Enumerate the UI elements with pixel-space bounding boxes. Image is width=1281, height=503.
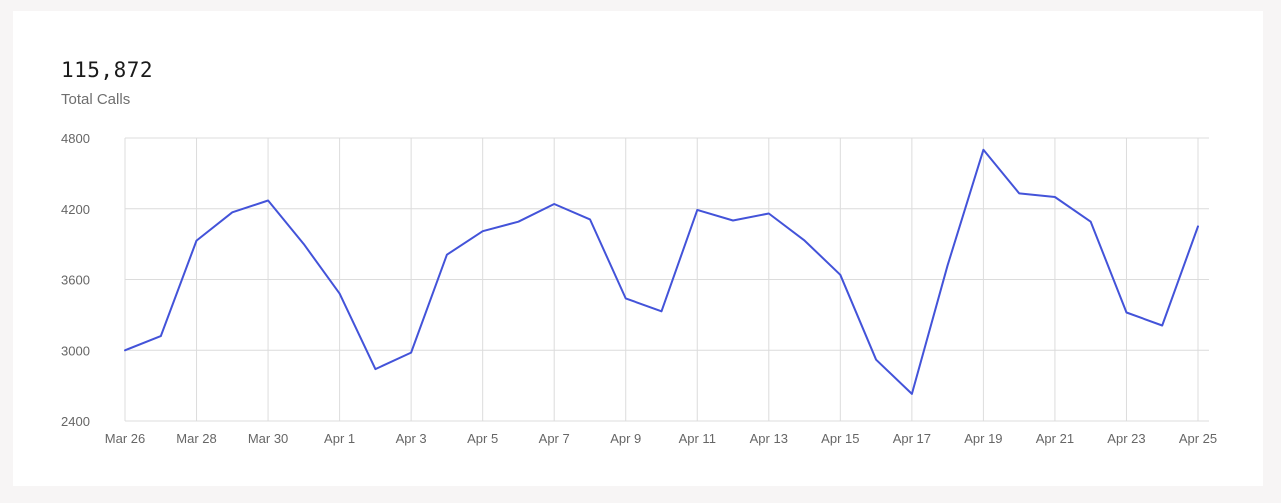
data-point[interactable] [158,334,163,339]
data-point[interactable] [123,348,128,353]
x-tick-label: Apr 23 [1107,431,1145,446]
data-point[interactable] [444,252,449,257]
data-point[interactable] [373,367,378,372]
x-tick-label: Mar 26 [105,431,145,446]
y-tick-label: 3600 [61,273,90,288]
x-tick-label: Apr 15 [821,431,859,446]
x-tick-label: Apr 1 [324,431,355,446]
data-point[interactable] [1088,219,1093,224]
data-point[interactable] [802,238,807,243]
x-tick-label: Apr 19 [964,431,1002,446]
data-point[interactable] [1124,310,1129,315]
metric-value: 115,872 [61,58,154,82]
data-point[interactable] [1017,191,1022,196]
data-point[interactable] [480,229,485,234]
x-tick-label: Apr 17 [893,431,931,446]
chart-card: 115,872 Total Calls 4800 4200 3600 3000 2400… [13,11,1263,486]
data-point[interactable] [266,198,271,203]
x-tick-label: Mar 28 [176,431,216,446]
x-tick-label: Apr 3 [396,431,427,446]
data-point[interactable] [409,350,414,355]
data-point[interactable] [1196,224,1201,229]
x-tick-label: Apr 7 [539,431,570,446]
line-chart: 4800 4200 3600 3000 2400 Mar 26 Mar 28 Mar 30 Ap… [61,131,1217,446]
x-tick-label: Apr 9 [610,431,641,446]
data-point[interactable] [194,238,199,243]
data-point[interactable] [838,272,843,277]
x-tick-label: Apr 5 [467,431,498,446]
x-tick-label: Apr 13 [750,431,788,446]
metric-label: Total Calls [61,91,131,108]
data-point[interactable] [659,309,664,314]
data-point[interactable] [587,217,592,222]
data-point[interactable] [1052,194,1057,199]
data-point[interactable] [623,296,628,301]
data-point[interactable] [552,202,557,207]
x-tick-label: Apr 21 [1036,431,1074,446]
y-tick-label: 3000 [61,343,90,358]
y-tick-label: 4800 [61,131,90,146]
data-point[interactable] [695,207,700,212]
x-tick-label: Mar 30 [248,431,288,446]
data-point[interactable] [874,357,879,362]
y-tick-label: 2400 [61,414,90,429]
series-line [124,148,1199,395]
data-point[interactable] [516,219,521,224]
data-point[interactable] [909,391,914,396]
x-tick-label: Apr 11 [679,431,716,446]
data-point[interactable] [945,263,950,268]
data-point[interactable] [301,242,306,247]
x-tick-label: Apr 25 [1179,431,1217,446]
data-point[interactable] [1160,323,1165,328]
data-point[interactable] [230,210,235,215]
y-tick-label: 4200 [61,202,90,217]
data-point[interactable] [981,147,986,152]
data-point[interactable] [337,291,342,296]
data-point[interactable] [731,218,736,223]
data-point[interactable] [766,211,771,216]
